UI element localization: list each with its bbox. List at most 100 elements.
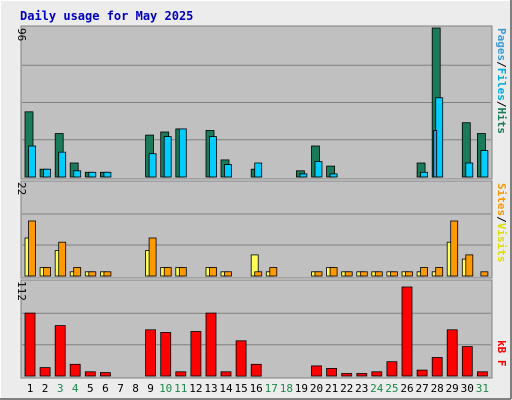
bar-sites — [420, 267, 429, 277]
bar-kbytes — [39, 367, 51, 377]
x-tick-label: 26 — [400, 382, 413, 395]
bar-kbytes — [175, 371, 187, 377]
x-tick-label: 13 — [204, 382, 217, 395]
bar-sites — [480, 271, 489, 277]
x-tick-label: 22 — [340, 382, 353, 395]
bar-files — [209, 136, 217, 178]
bar-sites — [88, 271, 97, 277]
x-tick-label: 17 — [265, 382, 278, 395]
bar-files — [299, 173, 308, 178]
legend-sites: Sites — [495, 183, 508, 216]
bar-sites — [163, 267, 172, 277]
x-tick-label: 10 — [159, 382, 172, 395]
bar-kbytes — [341, 373, 353, 377]
bar-sites — [254, 271, 263, 277]
legend-hits: Hits — [495, 108, 508, 135]
legend-sep-1: / — [495, 61, 508, 68]
x-tick-label: 8 — [132, 382, 139, 395]
bar-kbytes — [386, 361, 398, 377]
bar-sites — [374, 271, 383, 277]
bar-files — [73, 170, 82, 178]
legend-kbytes: kB F — [495, 340, 508, 367]
x-tick-label: 25 — [385, 382, 398, 395]
bar-sites — [224, 271, 232, 277]
bar-kbytes — [416, 369, 428, 377]
bar-kbytes — [446, 329, 458, 377]
legend-sep-2: / — [495, 101, 508, 108]
x-tick-label: 30 — [461, 382, 474, 395]
x-axis-labels: 1 2 3 4 5 6 7 8 9 10 11 12 13 14 15 16 17 18 19 20 21 22 23 24 2… — [27, 382, 489, 395]
bar-sites — [359, 271, 368, 277]
bar-kbytes — [205, 312, 217, 377]
bar-kbytes — [235, 340, 247, 377]
bar-files — [420, 171, 429, 178]
legend-visits: Visits — [495, 223, 508, 263]
gridlines — [22, 64, 491, 346]
bar-sites — [43, 267, 51, 277]
legend-bottom: kB F — [495, 340, 508, 367]
bar-kbytes — [461, 346, 473, 377]
bar-files — [254, 162, 263, 178]
x-tick-label: 27 — [415, 382, 428, 395]
legend-sep-3: / — [495, 216, 508, 223]
x-tick-label: 2 — [42, 382, 49, 395]
middle-ymax-label: 22 — [15, 182, 28, 195]
bar-kbytes — [69, 363, 81, 377]
x-tick-label: 5 — [87, 382, 94, 395]
x-tick-label: 7 — [117, 382, 124, 395]
bar-pages — [433, 129, 438, 178]
x-tick-label: 19 — [295, 382, 308, 395]
chart-title: Daily usage for May 2025 — [20, 9, 193, 23]
x-tick-label: 6 — [102, 382, 109, 395]
bar-sites — [344, 271, 353, 277]
bar-files — [224, 164, 232, 178]
bar-sites — [58, 241, 67, 277]
bar-kbytes — [250, 363, 262, 377]
bar-files — [163, 136, 172, 178]
panel-bottom-bg — [20, 279, 493, 379]
bar-sites — [209, 267, 217, 277]
bar-sites — [178, 267, 187, 277]
bottom-ymax-label: 112 — [15, 281, 28, 301]
x-tick-label: 9 — [147, 382, 154, 395]
bar-files — [43, 168, 51, 178]
bar-files — [103, 171, 112, 178]
x-tick-label: 1 — [27, 382, 34, 395]
x-tick-label: 29 — [446, 382, 459, 395]
bar-kbytes — [220, 371, 232, 377]
bar-sites — [450, 220, 459, 277]
x-tick-label: 23 — [355, 382, 368, 395]
legend-pages: Pages — [495, 28, 508, 61]
bar-files — [178, 128, 187, 178]
bar-sites — [269, 267, 278, 277]
x-tick-label: 31 — [476, 382, 489, 395]
bar-files — [148, 153, 157, 178]
bar-files — [314, 161, 323, 178]
top-ymax-label: 96 — [15, 28, 28, 41]
bar-kbytes — [371, 371, 383, 377]
bar-kbytes — [54, 325, 66, 377]
bar-sites — [148, 237, 157, 277]
bar-sites — [435, 267, 444, 277]
bar-sites — [389, 271, 398, 277]
bar-files — [329, 173, 338, 178]
bar-kbytes — [190, 331, 202, 377]
legend-middle: Sites/Visits — [495, 183, 508, 263]
bar-kbytes — [84, 371, 96, 377]
bar-kbytes — [24, 312, 36, 377]
x-tick-label: 3 — [57, 382, 64, 395]
x-tick-label: 20 — [310, 382, 323, 395]
x-tick-label: 28 — [431, 382, 444, 395]
bar-kbytes — [160, 331, 172, 377]
bar-files — [465, 162, 474, 178]
bar-sites — [465, 254, 474, 277]
x-tick-label: 14 — [219, 382, 233, 395]
x-tick-label: 4 — [72, 382, 79, 395]
bar-files — [58, 151, 67, 178]
x-tick-label: 15 — [234, 382, 247, 395]
bar-kbytes — [311, 365, 322, 377]
x-tick-label: 21 — [325, 382, 338, 395]
x-tick-label: 16 — [250, 382, 263, 395]
bar-kbytes — [145, 329, 157, 377]
